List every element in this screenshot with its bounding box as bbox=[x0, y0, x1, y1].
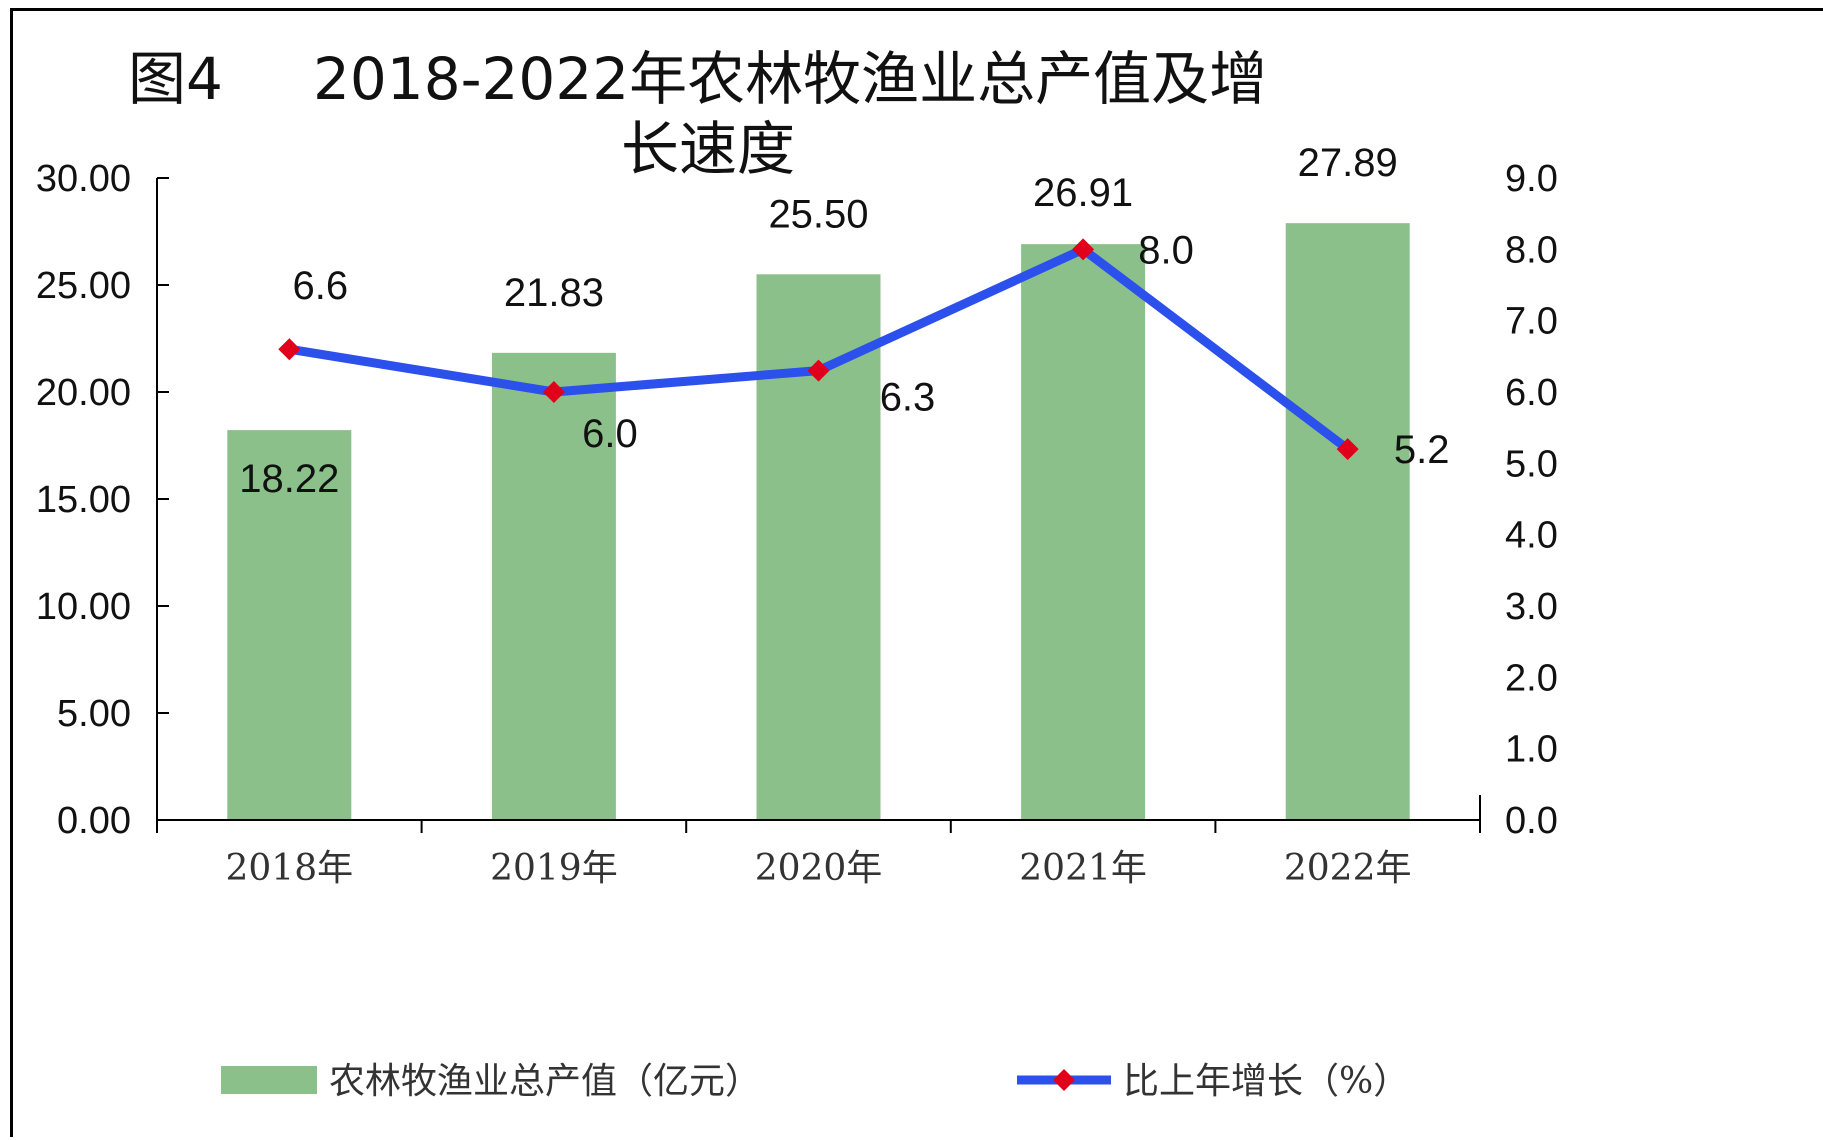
y-left-tick-label: 0.00 bbox=[57, 800, 131, 842]
bar-data-label: 27.89 bbox=[1298, 141, 1398, 185]
chart-title-prefix: 图4 bbox=[128, 45, 223, 113]
bar-data-label: 18.22 bbox=[239, 457, 339, 501]
legend: 农林牧渔业总产值（亿元） 比上年增长（%） bbox=[221, 1061, 1409, 1102]
y-left-tick-label: 30.00 bbox=[36, 158, 131, 200]
chart-frame: 图4 2018-2022年农林牧渔业总产值及增 长速度 0.00 5.00 10.0… bbox=[10, 8, 1823, 1137]
y-right-tick-label: 8.0 bbox=[1505, 229, 1558, 271]
line-data-label: 6.0 bbox=[582, 412, 638, 456]
growth-marker bbox=[278, 338, 301, 361]
x-tick-label: 2022年 bbox=[1284, 848, 1412, 889]
bar-data-label: 21.83 bbox=[504, 271, 604, 315]
bar bbox=[1021, 244, 1146, 821]
bar bbox=[756, 274, 881, 820]
growth-marker bbox=[542, 381, 565, 403]
y-right-tick-label: 3.0 bbox=[1505, 586, 1558, 628]
line-data-label: 6.3 bbox=[880, 376, 936, 420]
chart-title-line2: 长速度 bbox=[621, 115, 795, 183]
y-right-tick-label: 2.0 bbox=[1505, 657, 1558, 699]
growth-marker bbox=[1072, 238, 1095, 261]
growth-marker bbox=[1336, 438, 1359, 461]
y-right-tick-label: 4.0 bbox=[1505, 515, 1558, 557]
x-tick-label: 2020年 bbox=[755, 848, 883, 889]
bar-data-label: 26.91 bbox=[1033, 171, 1133, 215]
y-left-tick-label: 15.00 bbox=[36, 479, 131, 521]
legend-bar-swatch bbox=[221, 1066, 317, 1094]
growth-marker bbox=[807, 359, 830, 382]
y-right-tick-label: 0.0 bbox=[1505, 800, 1558, 842]
bar bbox=[227, 430, 352, 820]
y-left-tick-label: 20.00 bbox=[36, 372, 131, 414]
plot-area: 0.00 5.00 10.00 15.00 20.00 25.00 30.00 0.0 1.0 2… bbox=[36, 141, 1558, 889]
y-left-tick-label: 10.00 bbox=[36, 586, 131, 628]
y-right-tick-label: 5.0 bbox=[1505, 443, 1558, 485]
x-tick-label: 2018年 bbox=[225, 848, 353, 889]
legend-bar-label: 农林牧渔业总产值（亿元） bbox=[329, 1061, 761, 1102]
x-tick-label: 2019年 bbox=[490, 848, 618, 889]
bar bbox=[491, 352, 616, 820]
line-data-label: 8.0 bbox=[1138, 228, 1194, 272]
line-data-label: 6.6 bbox=[292, 264, 348, 308]
bar bbox=[1285, 223, 1410, 821]
line-data-label: 5.2 bbox=[1394, 428, 1450, 472]
y-left-tick-label: 25.00 bbox=[36, 265, 131, 307]
x-tick-label: 2021年 bbox=[1019, 848, 1147, 889]
y-right-tick-label: 1.0 bbox=[1505, 729, 1558, 771]
chart-title-line1: 2018-2022年农林牧渔业总产值及增 bbox=[313, 45, 1267, 113]
legend-line-marker bbox=[1053, 1069, 1075, 1091]
y-left-tick-label: 5.00 bbox=[57, 693, 131, 735]
y-right-tick-label: 6.0 bbox=[1505, 372, 1558, 414]
y-right-tick-label: 7.0 bbox=[1505, 301, 1558, 343]
bar-data-label: 25.50 bbox=[768, 192, 868, 236]
y-right-tick-label: 9.0 bbox=[1505, 158, 1558, 200]
chart-svg: 图4 2018-2022年农林牧渔业总产值及增 长速度 0.00 5.00 10.0… bbox=[36, 45, 1558, 1102]
legend-line-label: 比上年增长（%） bbox=[1123, 1061, 1409, 1102]
